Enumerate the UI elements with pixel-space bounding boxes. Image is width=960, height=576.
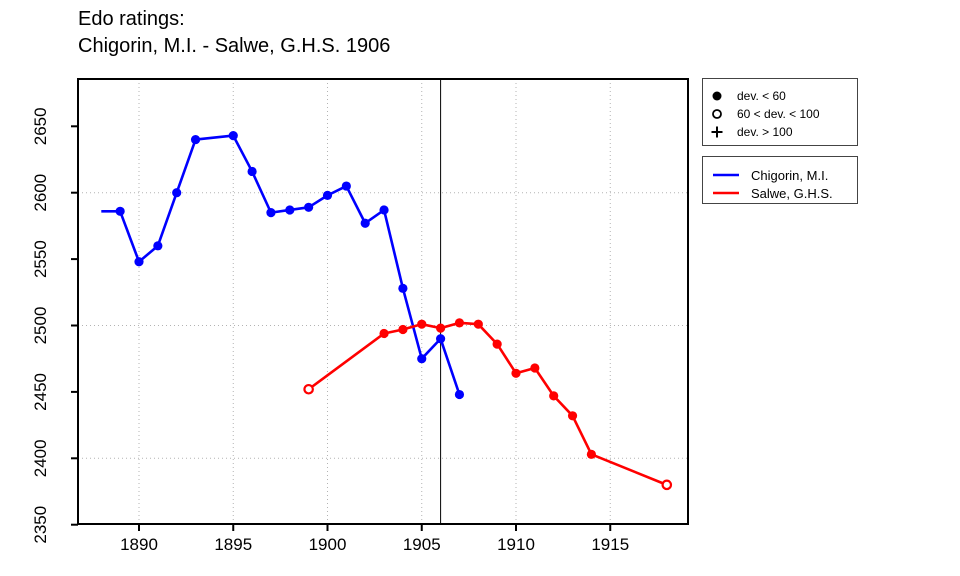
data-point-filled <box>134 257 144 267</box>
data-point-filled <box>473 319 483 329</box>
data-point-filled <box>417 354 427 364</box>
data-point-filled <box>549 391 559 401</box>
x-tick-label: 1910 <box>497 535 535 554</box>
data-point-filled <box>530 363 540 373</box>
data-point-filled <box>379 205 389 215</box>
legend-label: 60 < dev. < 100 <box>737 107 820 121</box>
gridlines <box>78 79 688 524</box>
chart-title-line2: Chigorin, M.I. - Salwe, G.H.S. 1906 <box>78 35 391 57</box>
series-line <box>101 134 461 395</box>
data-point-filled <box>304 202 314 212</box>
data-point-filled <box>190 134 201 145</box>
data-point-filled <box>322 190 333 200</box>
y-tick-label: 2650 <box>31 107 50 145</box>
series-chigorin <box>101 130 465 400</box>
data-point-filled <box>228 130 238 141</box>
data-point-filled <box>341 181 351 191</box>
data-point-filled <box>586 449 597 459</box>
legend-label: dev. > 100 <box>737 125 793 139</box>
players-legend: Chigorin, M.I. Salwe, G.H.S. <box>702 156 858 204</box>
data-point-filled <box>360 218 370 228</box>
series-salwe <box>303 318 673 491</box>
data-point-filled <box>436 334 446 344</box>
data-point-filled <box>266 208 276 218</box>
data-point-open <box>303 383 314 395</box>
filled-circle-icon <box>712 91 722 101</box>
data-point-filled <box>398 324 408 335</box>
data-point-filled <box>454 389 465 400</box>
legend-label: Chigorin, M.I. <box>751 167 829 183</box>
y-tick-label: 2550 <box>31 240 50 278</box>
legend-item-dev-gt-100: dev. > 100 <box>703 123 857 141</box>
axes: 1890 1895 1900 1905 1910 1915 2350 2400 2450 2500… <box>31 107 629 554</box>
x-tick-label: 1895 <box>214 535 252 554</box>
data-point-filled <box>398 283 408 293</box>
open-circle-icon <box>712 109 722 119</box>
y-tick-label: 2450 <box>31 373 50 411</box>
legend-item-salwe: Salwe, G.H.S. <box>703 184 857 202</box>
legend-item-dev-lt-60: dev. < 60 <box>703 87 857 105</box>
data-point-filled <box>285 205 295 215</box>
plot-border <box>77 78 689 525</box>
series-line <box>307 321 668 487</box>
data-point-filled <box>115 206 125 216</box>
data-point-filled <box>492 339 502 349</box>
data-point-filled <box>454 318 465 328</box>
data-point-filled <box>172 188 182 198</box>
data-point-filled <box>567 411 578 421</box>
legend-item-chigorin: Chigorin, M.I. <box>703 166 857 184</box>
chart-title-line1: Edo ratings: <box>78 8 185 30</box>
data-point-filled <box>379 328 389 339</box>
blue-line-icon <box>713 173 739 177</box>
y-tick-label: 2500 <box>31 307 50 345</box>
deviation-legend: dev. < 60 60 < dev. < 100 dev. > 100 <box>702 78 858 146</box>
legend-label: Salwe, G.H.S. <box>751 185 833 201</box>
y-tick-label: 2400 <box>31 439 50 477</box>
y-tick-label: 2600 <box>31 174 50 212</box>
data-point-filled <box>436 323 446 333</box>
y-tick-label: 2350 <box>31 506 50 544</box>
x-tick-label: 1915 <box>591 535 629 554</box>
data-point-filled <box>417 319 427 329</box>
x-tick-label: 1890 <box>120 535 158 554</box>
legend-item-dev-60-100: 60 < dev. < 100 <box>703 105 857 123</box>
data-point-filled <box>511 368 521 378</box>
legend-label: dev. < 60 <box>737 89 786 103</box>
plus-icon <box>711 126 723 138</box>
x-tick-label: 1900 <box>309 535 347 554</box>
data-point-filled <box>153 241 163 251</box>
chart-title: Edo ratings: Chigorin, M.I. - Salwe, G.H… <box>78 6 390 60</box>
x-tick-label: 1905 <box>403 535 441 554</box>
data-point-open <box>661 479 673 491</box>
red-line-icon <box>713 191 739 195</box>
data-point-filled <box>247 166 257 177</box>
